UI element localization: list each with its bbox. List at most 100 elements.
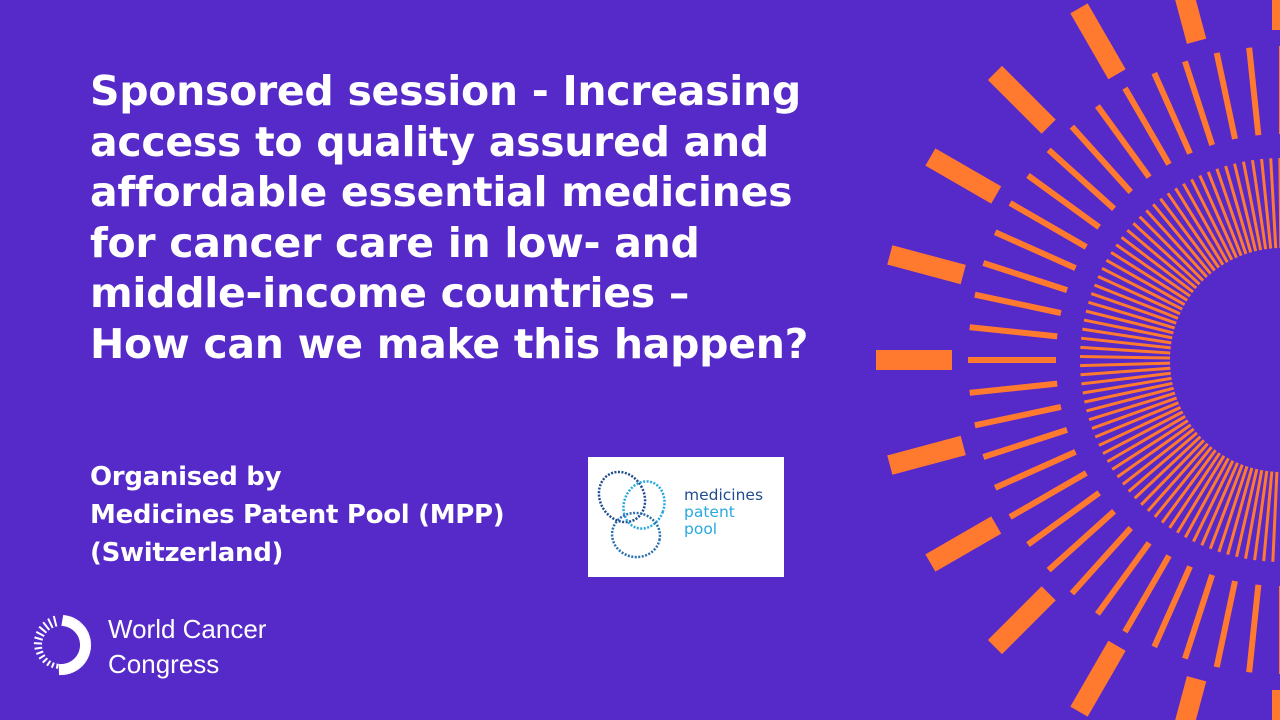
title-line: affordable essential medicines <box>90 168 793 216</box>
sunburst-ray <box>982 260 1068 294</box>
sunburst-ray <box>1085 309 1174 335</box>
sunburst-ray <box>1244 469 1264 559</box>
sunburst-ray <box>1260 158 1273 249</box>
wcc-ray <box>61 614 70 627</box>
sunburst-ray <box>887 435 966 475</box>
sunburst-ray <box>925 516 1002 572</box>
organiser-info: Organised by Medicines Patent Pool (MPP)… <box>90 458 505 572</box>
wcc-ray <box>52 615 58 627</box>
wcc-word: World Cancer <box>108 614 267 644</box>
sunburst-ray <box>1182 182 1229 263</box>
sunburst-ray <box>1183 457 1230 539</box>
wcc-ray <box>70 658 82 671</box>
wcc-ray <box>34 646 43 650</box>
sunburst-ray <box>982 426 1068 460</box>
wcc-ray <box>77 631 91 642</box>
sunburst-ray <box>1026 173 1101 230</box>
sunburst-ray <box>1251 159 1268 250</box>
sunburst-ray <box>1127 431 1198 493</box>
sunburst-ray <box>1262 471 1274 562</box>
sunburst-ray <box>1174 187 1225 266</box>
sunburst-ray <box>1094 401 1180 439</box>
sunburst-ray <box>1090 292 1177 325</box>
sunburst-ray <box>1213 580 1238 668</box>
sunburst-ray <box>1095 104 1152 179</box>
sunburst-ray <box>1224 165 1253 253</box>
sunburst-ray <box>1132 222 1201 286</box>
sunburst-ray <box>1080 361 1171 368</box>
sunburst-ray <box>987 65 1056 134</box>
wcc-ray <box>38 625 48 634</box>
organiser-country: (Switzerland) <box>90 538 284 568</box>
sunburst-ray <box>1083 318 1173 340</box>
sunburst-ray <box>1098 405 1182 447</box>
wcc-ray <box>35 630 45 637</box>
sunburst-ray <box>1241 161 1263 251</box>
sunburst-ray <box>1069 124 1134 195</box>
sunburst-ray <box>1080 345 1171 355</box>
wcc-ray <box>73 654 86 667</box>
sunburst-ray <box>1110 251 1189 302</box>
sunburst-ray <box>1095 541 1152 616</box>
wcc-ray <box>42 621 51 631</box>
sunburst-ray <box>1122 86 1172 166</box>
sunburst-ray <box>1151 565 1193 649</box>
sunburst-ray <box>1182 60 1216 146</box>
sunburst-ray <box>1182 574 1216 660</box>
sunburst-ray <box>1208 464 1244 550</box>
sunburst-ray <box>1084 381 1173 404</box>
sunburst-ray <box>1121 427 1195 486</box>
title-line: Sponsored session - Increasing <box>90 67 801 115</box>
sunburst-ray <box>1226 467 1254 555</box>
mpp-word: patent <box>684 503 735 521</box>
sunburst-ray <box>1101 266 1183 311</box>
wcc-ray <box>76 651 89 662</box>
sunburst-ray <box>1080 366 1171 377</box>
sunburst-ray <box>1093 283 1179 320</box>
wcc-ray <box>55 663 59 669</box>
sunburst-ray <box>1116 423 1192 479</box>
wcc-ray <box>72 622 85 634</box>
wcc-ray <box>50 662 55 669</box>
sunburst-ray <box>1081 336 1171 350</box>
sunburst-ray <box>1269 158 1278 249</box>
mpp-rings-icon <box>597 470 666 559</box>
sunburst-ray <box>1271 471 1279 562</box>
sunburst-ray <box>969 380 1058 396</box>
sunburst-ray <box>1175 676 1207 720</box>
sunburst-ray <box>1160 449 1217 524</box>
sunburst-ray <box>1086 386 1174 413</box>
sunburst-ray <box>1233 163 1258 252</box>
wcc-ray <box>34 636 44 641</box>
sunburst-ray <box>1080 354 1171 360</box>
sunburst-ray <box>925 148 1002 204</box>
wcc-ray <box>79 643 92 651</box>
sunburst-ray <box>1213 52 1238 140</box>
wcc-ray <box>79 637 92 646</box>
sunburst-ray <box>993 229 1077 271</box>
wcc-ray <box>33 642 43 645</box>
sunburst-ray <box>1152 203 1212 275</box>
sunburst-ray <box>1246 584 1262 673</box>
wcc-word: Congress <box>108 649 220 679</box>
sunburst-ray <box>1008 470 1088 520</box>
sunburst-ray <box>1120 236 1194 294</box>
sunburst-ray <box>1088 391 1176 422</box>
sunburst-ray <box>1069 525 1134 596</box>
sunburst-ray <box>1106 415 1186 463</box>
sunburst-ray <box>1102 410 1184 455</box>
sunburst-ray <box>1082 376 1172 395</box>
sunburst-ray <box>1138 215 1205 282</box>
sunburst-ray <box>974 291 1062 316</box>
title-line: How can we make this happen? <box>90 319 809 368</box>
sunburst-ray <box>1235 468 1259 558</box>
sunburst-ray <box>1008 200 1088 250</box>
sunburst-ray <box>1190 178 1234 261</box>
sunburst-ray <box>1097 275 1181 316</box>
sunburst-ray <box>1105 258 1186 306</box>
sunburst-ray <box>1070 3 1126 80</box>
sunburst-ray <box>1166 192 1220 269</box>
sunburst-ray <box>1091 396 1178 430</box>
wcc-ray <box>75 626 89 638</box>
